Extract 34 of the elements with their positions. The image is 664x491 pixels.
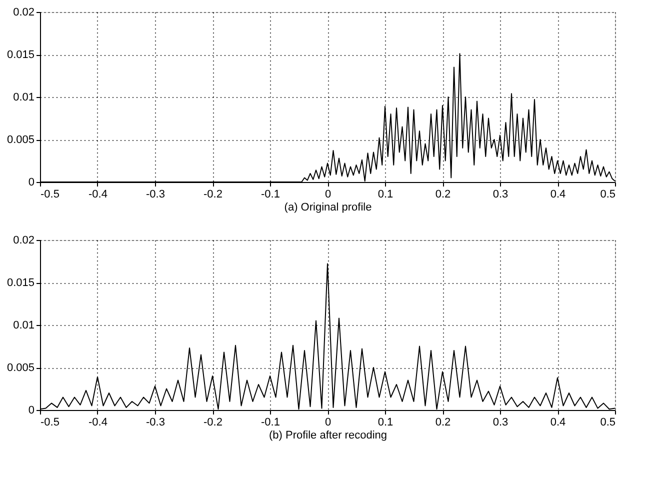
x-axis-title: (b) Profile after recoding [269,430,387,442]
x-tick-label: 0 [324,188,332,200]
x-tick-label: 0.3 [492,188,508,200]
x-tick-label: -0.1 [261,188,280,200]
x-tick-label: -0.3 [146,188,165,200]
x-tick-label: 0 [324,416,332,428]
y-tick-label: 0.01 [13,92,34,104]
x-tick-label: -0.5 [40,188,60,200]
x-tick-label: 0.4 [550,416,566,428]
x-tick-label: 0.1 [378,416,394,428]
y-tick-label: 0.01 [13,320,34,332]
x-tick-label: -0.2 [204,188,222,200]
x-tick-label: -0.5 [40,416,60,428]
x-tick-label: 0.4 [550,188,566,200]
x-tick-label: 0.5 [600,188,616,200]
x-tick-label: 0.5 [600,416,616,428]
x-tick-label: 0.3 [492,416,508,428]
y-tick-label: 0.005 [6,362,34,374]
y-tick-label: 0.005 [6,134,34,146]
x-tick-label: 0.2 [435,416,451,428]
x-tick-label: 0.2 [435,188,451,200]
y-tick-label: 0.02 [13,234,34,246]
y-tick-label: 0 [28,404,34,416]
x-tick-label: -0.3 [146,416,165,428]
x-axis-title: (a) Original profile [284,202,372,214]
x-tick-label: -0.4 [88,188,108,200]
x-tick-label: -0.4 [88,416,108,428]
y-tick-label: 0.02 [13,6,34,18]
y-tick-label: 0.015 [6,49,34,61]
x-tick-label: 0.1 [378,188,394,200]
x-tick-label: -0.2 [204,416,222,428]
x-tick-label: -0.1 [261,416,280,428]
y-tick-label: 0 [28,176,34,188]
y-tick-label: 0.015 [6,277,34,289]
